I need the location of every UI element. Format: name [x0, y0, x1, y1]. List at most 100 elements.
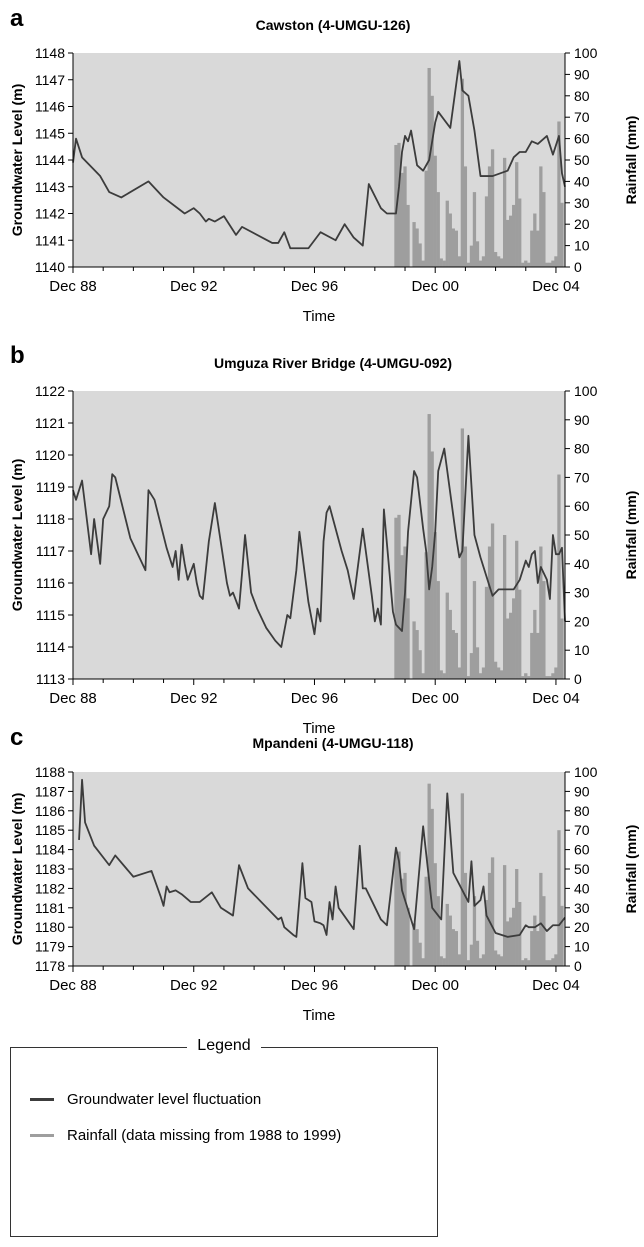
rainfall-bar — [545, 676, 549, 679]
y-axis-label-right: Rainfall (mm) — [623, 116, 639, 205]
rainfall-bar — [415, 630, 419, 679]
rainfall-bar — [496, 954, 501, 966]
rainfall-bar — [415, 228, 419, 267]
y-right-tick-label: 10 — [574, 238, 590, 254]
y-left-tick-label: 1142 — [35, 206, 65, 222]
y-left-tick-label: 1179 — [35, 939, 65, 955]
y-left-tick-label: 1186 — [35, 803, 65, 819]
x-tick-label: Dec 96 — [291, 278, 339, 295]
y-left-tick-label: 1180 — [35, 919, 65, 935]
y-right-tick-label: 90 — [574, 412, 590, 428]
rainfall-bar — [460, 78, 465, 268]
rainfall-bar — [533, 915, 537, 966]
rainfall-bar — [421, 260, 425, 267]
rainfall-bar — [533, 609, 537, 679]
y-left-tick-label: 1113 — [36, 671, 65, 687]
rainfall-bar — [406, 204, 410, 267]
rainfall-bar — [475, 647, 480, 679]
groundwater-line — [78, 778, 566, 938]
y-right-tick-label: 60 — [574, 131, 590, 147]
rainfall-bar — [484, 900, 489, 966]
legend-label-groundwater: Groundwater level fluctuation — [67, 1090, 262, 1108]
rainfall-bar — [493, 661, 498, 679]
rainfall-bar — [487, 166, 492, 267]
rainfall-bar — [551, 673, 555, 679]
rainfall-bar — [454, 632, 458, 679]
rainfall-bar — [484, 586, 489, 679]
rainfall-bar — [433, 532, 437, 679]
rainfall-bar — [551, 958, 555, 966]
y-left-tick-label: 1120 — [35, 447, 65, 463]
rainfall-bar — [445, 200, 449, 267]
rainfall-bar — [442, 260, 446, 267]
chart-title: Cawston (4-UMGU-126) — [256, 17, 411, 33]
rainfall-bar — [394, 517, 398, 679]
y-left-tick-label: 1148 — [35, 45, 65, 61]
x-tick-label: Dec 96 — [291, 977, 339, 994]
y-left-tick-label: 1181 — [35, 900, 65, 916]
y-right-tick-label: 0 — [574, 259, 582, 275]
y-axis-label-right: Rainfall (mm) — [623, 491, 639, 580]
y-right-tick-label: 60 — [574, 842, 590, 858]
x-tick-label: Dec 88 — [49, 977, 97, 994]
y-right-tick-label: 80 — [574, 441, 590, 457]
chart-panel-a: 1140 1141 1142 1143 1144 1145 1146 1147 1148 0 10 2… — [9, 5, 639, 325]
legend-label-rainfall: Rainfall (data missing from 1988 to 1999… — [67, 1126, 342, 1144]
rainfall-bar — [481, 667, 486, 679]
y-right-tick-label: 70 — [574, 822, 590, 838]
rainfall-bar — [545, 960, 549, 966]
y-left-tick-label: 1114 — [36, 639, 65, 655]
x-tick-label: Dec 00 — [411, 977, 459, 994]
rainfall-bar — [499, 956, 504, 966]
y-left-tick-label: 1147 — [35, 72, 65, 88]
y-right-tick-label: 80 — [574, 803, 590, 819]
rainfall-bar — [515, 540, 519, 679]
rainfall-bar — [463, 872, 468, 966]
y-left-tick-label: 1182 — [35, 880, 65, 896]
y-left-tick-label: 1116 — [36, 575, 65, 591]
rainfall-bar — [400, 172, 404, 267]
rainfall-bar — [454, 931, 458, 966]
rainfall-bar — [436, 896, 440, 966]
rainfall-bar — [397, 514, 401, 679]
rainfall-bar — [490, 857, 495, 966]
rainfall-bar — [512, 204, 516, 267]
x-axis-label: Time — [303, 1007, 336, 1024]
rainfall-bar — [509, 612, 513, 679]
panel-letter: a — [10, 5, 24, 32]
x-tick-label: Dec 92 — [170, 977, 218, 994]
plot-area — [73, 391, 565, 679]
rainfall-bar — [469, 944, 474, 966]
rainfall-bar — [403, 872, 407, 966]
rainfall-bar — [472, 192, 477, 267]
rainfall-bar — [499, 670, 504, 679]
rainfall-bar — [542, 581, 546, 679]
rainfall-bar — [439, 956, 443, 966]
rainfall-bar — [475, 241, 480, 267]
rainfall-bar — [478, 673, 483, 679]
rainfall-bar — [430, 808, 434, 966]
y-left-tick-label: 1121 — [35, 415, 65, 431]
rainfall-bar — [539, 166, 543, 267]
rainfall-bar — [463, 166, 468, 267]
y-left-tick-label: 1187 — [35, 783, 65, 799]
legend-title: Legend — [187, 1037, 261, 1054]
y-right-tick-label: 40 — [574, 173, 590, 189]
rainfall-bar — [533, 213, 537, 267]
rainfall-bar — [445, 592, 449, 679]
legend-title-wrap: Legend — [11, 1037, 437, 1055]
y-right-tick-label: 100 — [574, 764, 598, 780]
rainfall-bar — [421, 673, 425, 679]
x-tick-label: Dec 88 — [49, 690, 97, 707]
y-left-tick-label: 1143 — [35, 179, 65, 195]
rainfall-bar — [518, 589, 522, 679]
rainfall-bar — [418, 942, 422, 966]
y-axis-label-right: Rainfall (mm) — [623, 825, 639, 914]
rainfall-bar — [418, 650, 422, 679]
chart-title: Mpandeni (4-UMGU-118) — [252, 735, 413, 751]
rainfall-bar — [539, 546, 543, 679]
rainfall-bar — [439, 670, 443, 679]
rainfall-bar — [397, 142, 401, 267]
rainfall-bar — [557, 830, 561, 966]
y-right-tick-label: 50 — [574, 527, 590, 543]
